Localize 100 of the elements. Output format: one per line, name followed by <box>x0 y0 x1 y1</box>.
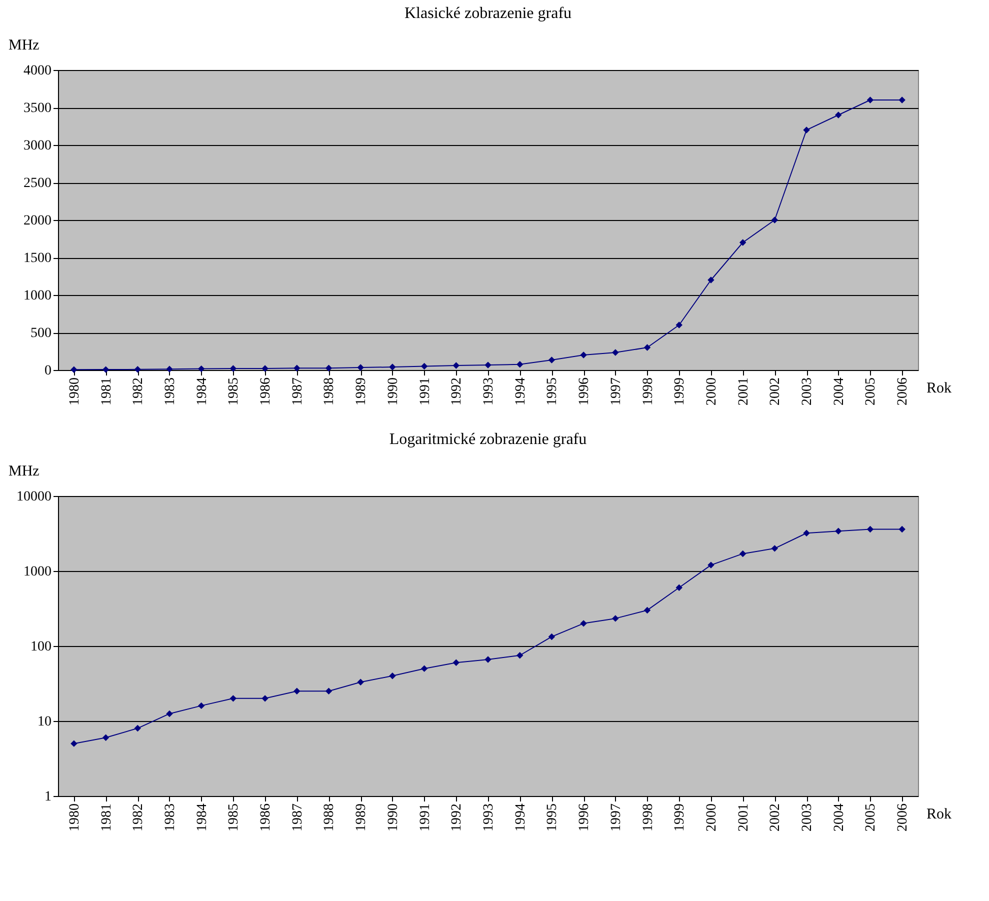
x-tick-label: 1984 <box>194 804 210 832</box>
point <box>389 672 396 680</box>
point <box>230 695 237 702</box>
point <box>262 365 268 372</box>
x-tick-label: 2002 <box>768 378 784 406</box>
point <box>70 366 78 373</box>
point <box>452 659 460 666</box>
x-tick-label: 1983 <box>162 804 178 832</box>
x-tick-label: 2000 <box>704 378 720 406</box>
x-tick-label: 1981 <box>99 378 114 406</box>
x-tick-label: 1991 <box>418 804 433 832</box>
x-tick-label: 1993 <box>482 804 496 832</box>
point <box>580 620 587 627</box>
point <box>771 545 778 552</box>
x-tick-label: 1988 <box>322 378 338 406</box>
x-tick-label: 1990 <box>386 378 401 406</box>
y-tick-label: 1500 <box>24 251 52 266</box>
x-tick-label: 2003 <box>800 378 816 406</box>
x-tick-label: 2001 <box>736 378 752 406</box>
x-tick-label: 1987 <box>290 378 306 406</box>
y-axis-title: MHz <box>8 38 40 54</box>
x-tick-label: 1983 <box>162 378 178 406</box>
x-tick-label: 1994 <box>513 804 528 832</box>
point <box>548 633 556 640</box>
point <box>452 362 460 369</box>
x-tick-label: 1993 <box>482 378 496 406</box>
y-tick-label: 10000 <box>16 490 52 504</box>
point <box>676 584 682 591</box>
x-tick-label: 1987 <box>290 804 306 832</box>
point <box>484 656 492 663</box>
point <box>325 688 332 695</box>
point <box>484 362 492 368</box>
x-tick-label: 1989 <box>354 378 370 406</box>
x-tick-label: 1995 <box>545 378 560 406</box>
point <box>676 322 682 328</box>
point <box>866 526 874 533</box>
x-tick-label: 1998 <box>640 804 656 832</box>
point <box>389 364 396 370</box>
x-tick-label: 1998 <box>640 378 656 406</box>
point <box>420 665 428 672</box>
x-tick-label: 2004 <box>832 804 847 832</box>
chart-title: Klasické zobrazenie grafu <box>404 5 572 22</box>
point <box>198 702 205 710</box>
point <box>166 366 173 372</box>
x-tick-label: 2003 <box>800 804 816 832</box>
point <box>198 365 205 372</box>
point <box>294 364 300 372</box>
x-tick-label: 1988 <box>322 804 338 832</box>
point <box>166 710 173 718</box>
x-tick-label: 1981 <box>99 804 114 832</box>
x-tick-label: 1982 <box>131 378 146 406</box>
x-tick-label: 2005 <box>864 804 879 832</box>
point <box>898 96 906 104</box>
point <box>420 362 428 370</box>
y-tick-label: 100 <box>30 640 52 654</box>
chart-title: Logaritmické zobrazenie grafu <box>389 431 587 448</box>
x-axis-title: Rok <box>926 806 952 822</box>
point <box>771 216 778 224</box>
point <box>644 606 651 614</box>
point <box>548 356 556 364</box>
point <box>134 724 141 732</box>
point <box>134 366 141 373</box>
x-tick-label: 1997 <box>608 378 624 406</box>
x-tick-label: 1989 <box>354 804 370 832</box>
point <box>325 364 332 372</box>
point <box>835 112 842 118</box>
x-axis-title: Rok <box>926 380 952 396</box>
point <box>262 695 268 702</box>
x-tick-label: 2004 <box>832 378 847 406</box>
x-tick-label: 1992 <box>450 378 465 406</box>
point <box>835 528 842 534</box>
point <box>294 688 300 695</box>
point <box>866 96 874 104</box>
point <box>803 126 810 134</box>
point <box>708 276 714 284</box>
x-tick-label: 1999 <box>672 378 688 406</box>
x-tick-label: 1985 <box>226 378 242 406</box>
point <box>70 740 78 747</box>
point <box>357 364 364 371</box>
y-axis-title: MHz <box>8 464 40 480</box>
x-tick-label: 2002 <box>768 804 784 832</box>
x-tick-label: 2000 <box>704 804 720 832</box>
x-tick-label: 1980 <box>67 804 82 832</box>
x-tick-label: 2005 <box>864 378 879 406</box>
point <box>357 678 364 686</box>
x-tick-label: 1986 <box>258 804 274 832</box>
y-tick-label: 1000 <box>24 564 52 580</box>
x-tick-label: 1984 <box>194 378 210 406</box>
point <box>230 365 237 372</box>
x-tick-label: 2006 <box>896 804 911 832</box>
point <box>516 652 524 659</box>
y-tick-label: 3500 <box>24 101 52 116</box>
point <box>739 239 746 246</box>
y-tick-label: 0 <box>44 364 52 378</box>
y-tick-label: 2500 <box>24 176 52 191</box>
y-tick-label: 3000 <box>24 138 52 154</box>
x-tick-label: 1986 <box>258 378 274 406</box>
y-tick-label: 500 <box>30 326 52 341</box>
x-tick-label: 1996 <box>577 378 592 406</box>
y-tick-label: 1 <box>44 790 52 804</box>
